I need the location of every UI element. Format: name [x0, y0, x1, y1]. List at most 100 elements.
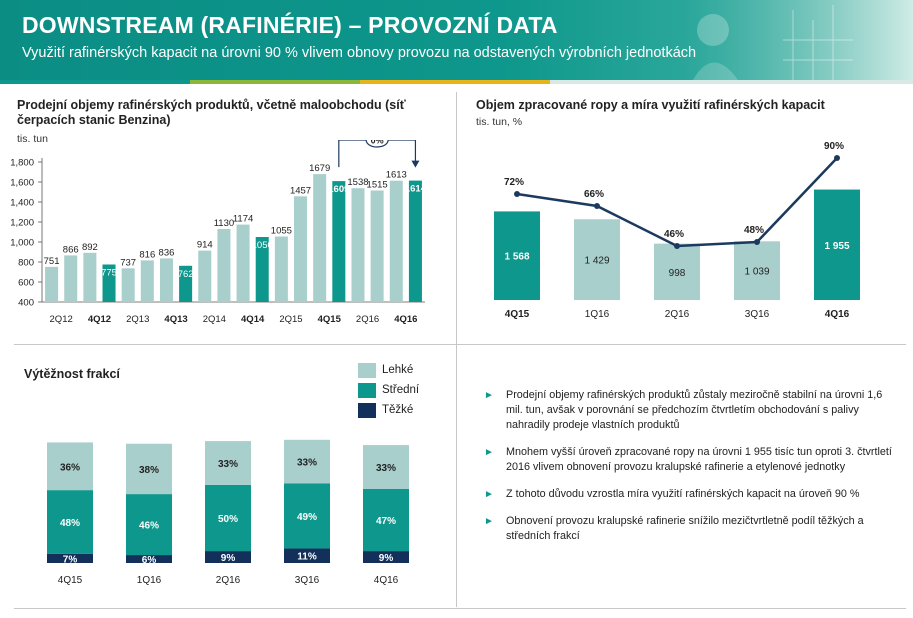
utilisation-point	[514, 191, 520, 197]
stacked-segment	[363, 551, 409, 563]
y-tick-label: 1,400	[10, 198, 34, 209]
y-tick-label: 1,800	[10, 158, 34, 169]
x-category-label: 3Q16	[295, 575, 320, 586]
bar	[313, 174, 327, 302]
bar-value-label: 914	[197, 240, 213, 251]
bar	[351, 188, 365, 302]
stacked-segment	[47, 490, 93, 554]
legend-swatch-light	[358, 362, 376, 378]
bar-value-label: 1 568	[504, 252, 529, 263]
bar	[734, 241, 780, 300]
bar	[102, 264, 116, 302]
x-category-label: 2Q15	[279, 314, 302, 325]
segment-value-label: 38%	[139, 465, 159, 476]
stacked-segment	[363, 445, 409, 489]
bar-value-label: 892	[82, 242, 98, 253]
legend-label-light: Lehké	[382, 364, 414, 376]
panel-divider-horizontal	[14, 344, 906, 345]
panel-divider-vertical	[456, 92, 457, 607]
commentary-item: ► Prodejní objemy rafinérských produktů …	[484, 388, 894, 433]
page-title: DOWNSTREAM (RAFINÉRIE) – PROVOZNÍ DATA	[22, 12, 558, 38]
bar	[494, 211, 540, 300]
bar	[814, 189, 860, 300]
bar	[255, 237, 269, 302]
stacked-segment	[126, 555, 172, 563]
chart1-title: Prodejní objemy rafinérských produktů, v…	[17, 98, 406, 127]
bar-value-label: 1679	[309, 163, 330, 174]
x-category-label: 2Q14	[203, 314, 226, 325]
segment-value-label: 9%	[379, 553, 394, 564]
bar-value-label: 836	[159, 247, 175, 258]
x-category-label: 1Q16	[137, 575, 162, 586]
bar	[332, 181, 346, 302]
chart3-title: Výtěžnost frakcí	[24, 367, 120, 381]
stacked-segment	[284, 439, 330, 484]
header-decoration	[653, 0, 913, 80]
legend-item-light: Lehké	[358, 360, 419, 380]
stacked-segment	[284, 548, 330, 563]
segment-value-label: 33%	[297, 458, 317, 469]
legend-label-heavy: Těžké	[382, 404, 414, 416]
utilisation-label: 46%	[664, 229, 684, 240]
header-stripe-light	[550, 80, 913, 84]
x-category-label: 3Q16	[745, 309, 770, 320]
bar	[217, 229, 231, 302]
segment-value-label: 46%	[139, 521, 159, 532]
bullet-arrow-icon: ►	[484, 489, 494, 500]
header-stripe-yellow	[360, 80, 550, 84]
commentary-text: Prodejní objemy rafinérských produktů zů…	[506, 389, 883, 431]
x-category-label: 4Q15	[318, 314, 342, 325]
x-category-label: 4Q16	[394, 314, 417, 325]
comparison-badge-label: 0%	[371, 140, 384, 146]
bar-value-label: 1609	[328, 184, 349, 195]
x-category-label: 1Q16	[585, 309, 610, 320]
commentary-text: Obnovení provozu kralupské rafinerie sní…	[506, 515, 864, 542]
bar	[198, 250, 212, 302]
stacked-segment	[284, 483, 330, 549]
x-category-label: 4Q16	[825, 309, 850, 320]
x-category-label: 4Q15	[505, 309, 530, 320]
chart1-unit: tis. tun	[17, 133, 48, 145]
bar-value-label: 816	[139, 249, 155, 260]
segment-value-label: 50%	[218, 514, 238, 525]
segment-value-label: 48%	[60, 518, 80, 529]
page-subtitle: Využití rafinérských kapacit na úrovni 9…	[22, 45, 697, 61]
bar-value-label: 866	[63, 244, 79, 255]
utilisation-point	[754, 239, 760, 245]
bar-value-label: 762	[178, 269, 194, 280]
bar	[140, 260, 154, 302]
bar	[121, 268, 135, 302]
bar	[64, 255, 78, 302]
crude-throughput-chart: 1 568 4Q15 1 429 1Q16 998 2Q16 1 039 3Q16 1 955 4…	[494, 141, 860, 320]
y-tick-label: 400	[18, 298, 34, 309]
fraction-yield-chart: 7% 48% 36% 4Q15 6% 46% 38% 1Q16 9% 50% 33% 2Q16 11% 4…	[47, 439, 409, 586]
bullet-arrow-icon: ►	[484, 390, 494, 401]
legend-label-medium: Střední	[382, 384, 420, 396]
header-banner: DOWNSTREAM (RAFINÉRIE) – PROVOZNÍ DATA V…	[0, 0, 913, 80]
utilisation-label: 48%	[744, 225, 764, 236]
commentary-list: ► Prodejní objemy rafinérských produktů …	[484, 388, 894, 556]
header-stripe-green	[190, 80, 360, 84]
bar-value-label: 1 039	[744, 267, 769, 278]
segment-value-label: 33%	[218, 459, 238, 470]
stacked-segment	[47, 553, 93, 563]
utilisation-point	[834, 155, 840, 161]
y-tick-label: 1,600	[10, 178, 34, 189]
stacked-segment	[205, 484, 251, 552]
bar	[236, 224, 250, 302]
y-tick-label: 1,000	[10, 238, 34, 249]
bar	[574, 219, 620, 300]
bar-value-label: 1614	[405, 184, 427, 195]
x-category-label: 4Q16	[374, 575, 399, 586]
bar	[83, 252, 97, 302]
stacked-segment	[205, 441, 251, 485]
x-category-label: 2Q16	[665, 309, 690, 320]
bar	[294, 196, 308, 302]
utilisation-label: 72%	[504, 177, 524, 188]
bar	[45, 266, 59, 302]
y-tick-label: 800	[18, 258, 34, 269]
x-category-label: 4Q15	[58, 575, 83, 586]
bar	[389, 180, 403, 302]
chart2-unit: tis. tun, %	[476, 116, 523, 128]
chart2-title: Objem zpracované ropy a míra využití raf…	[476, 98, 825, 112]
